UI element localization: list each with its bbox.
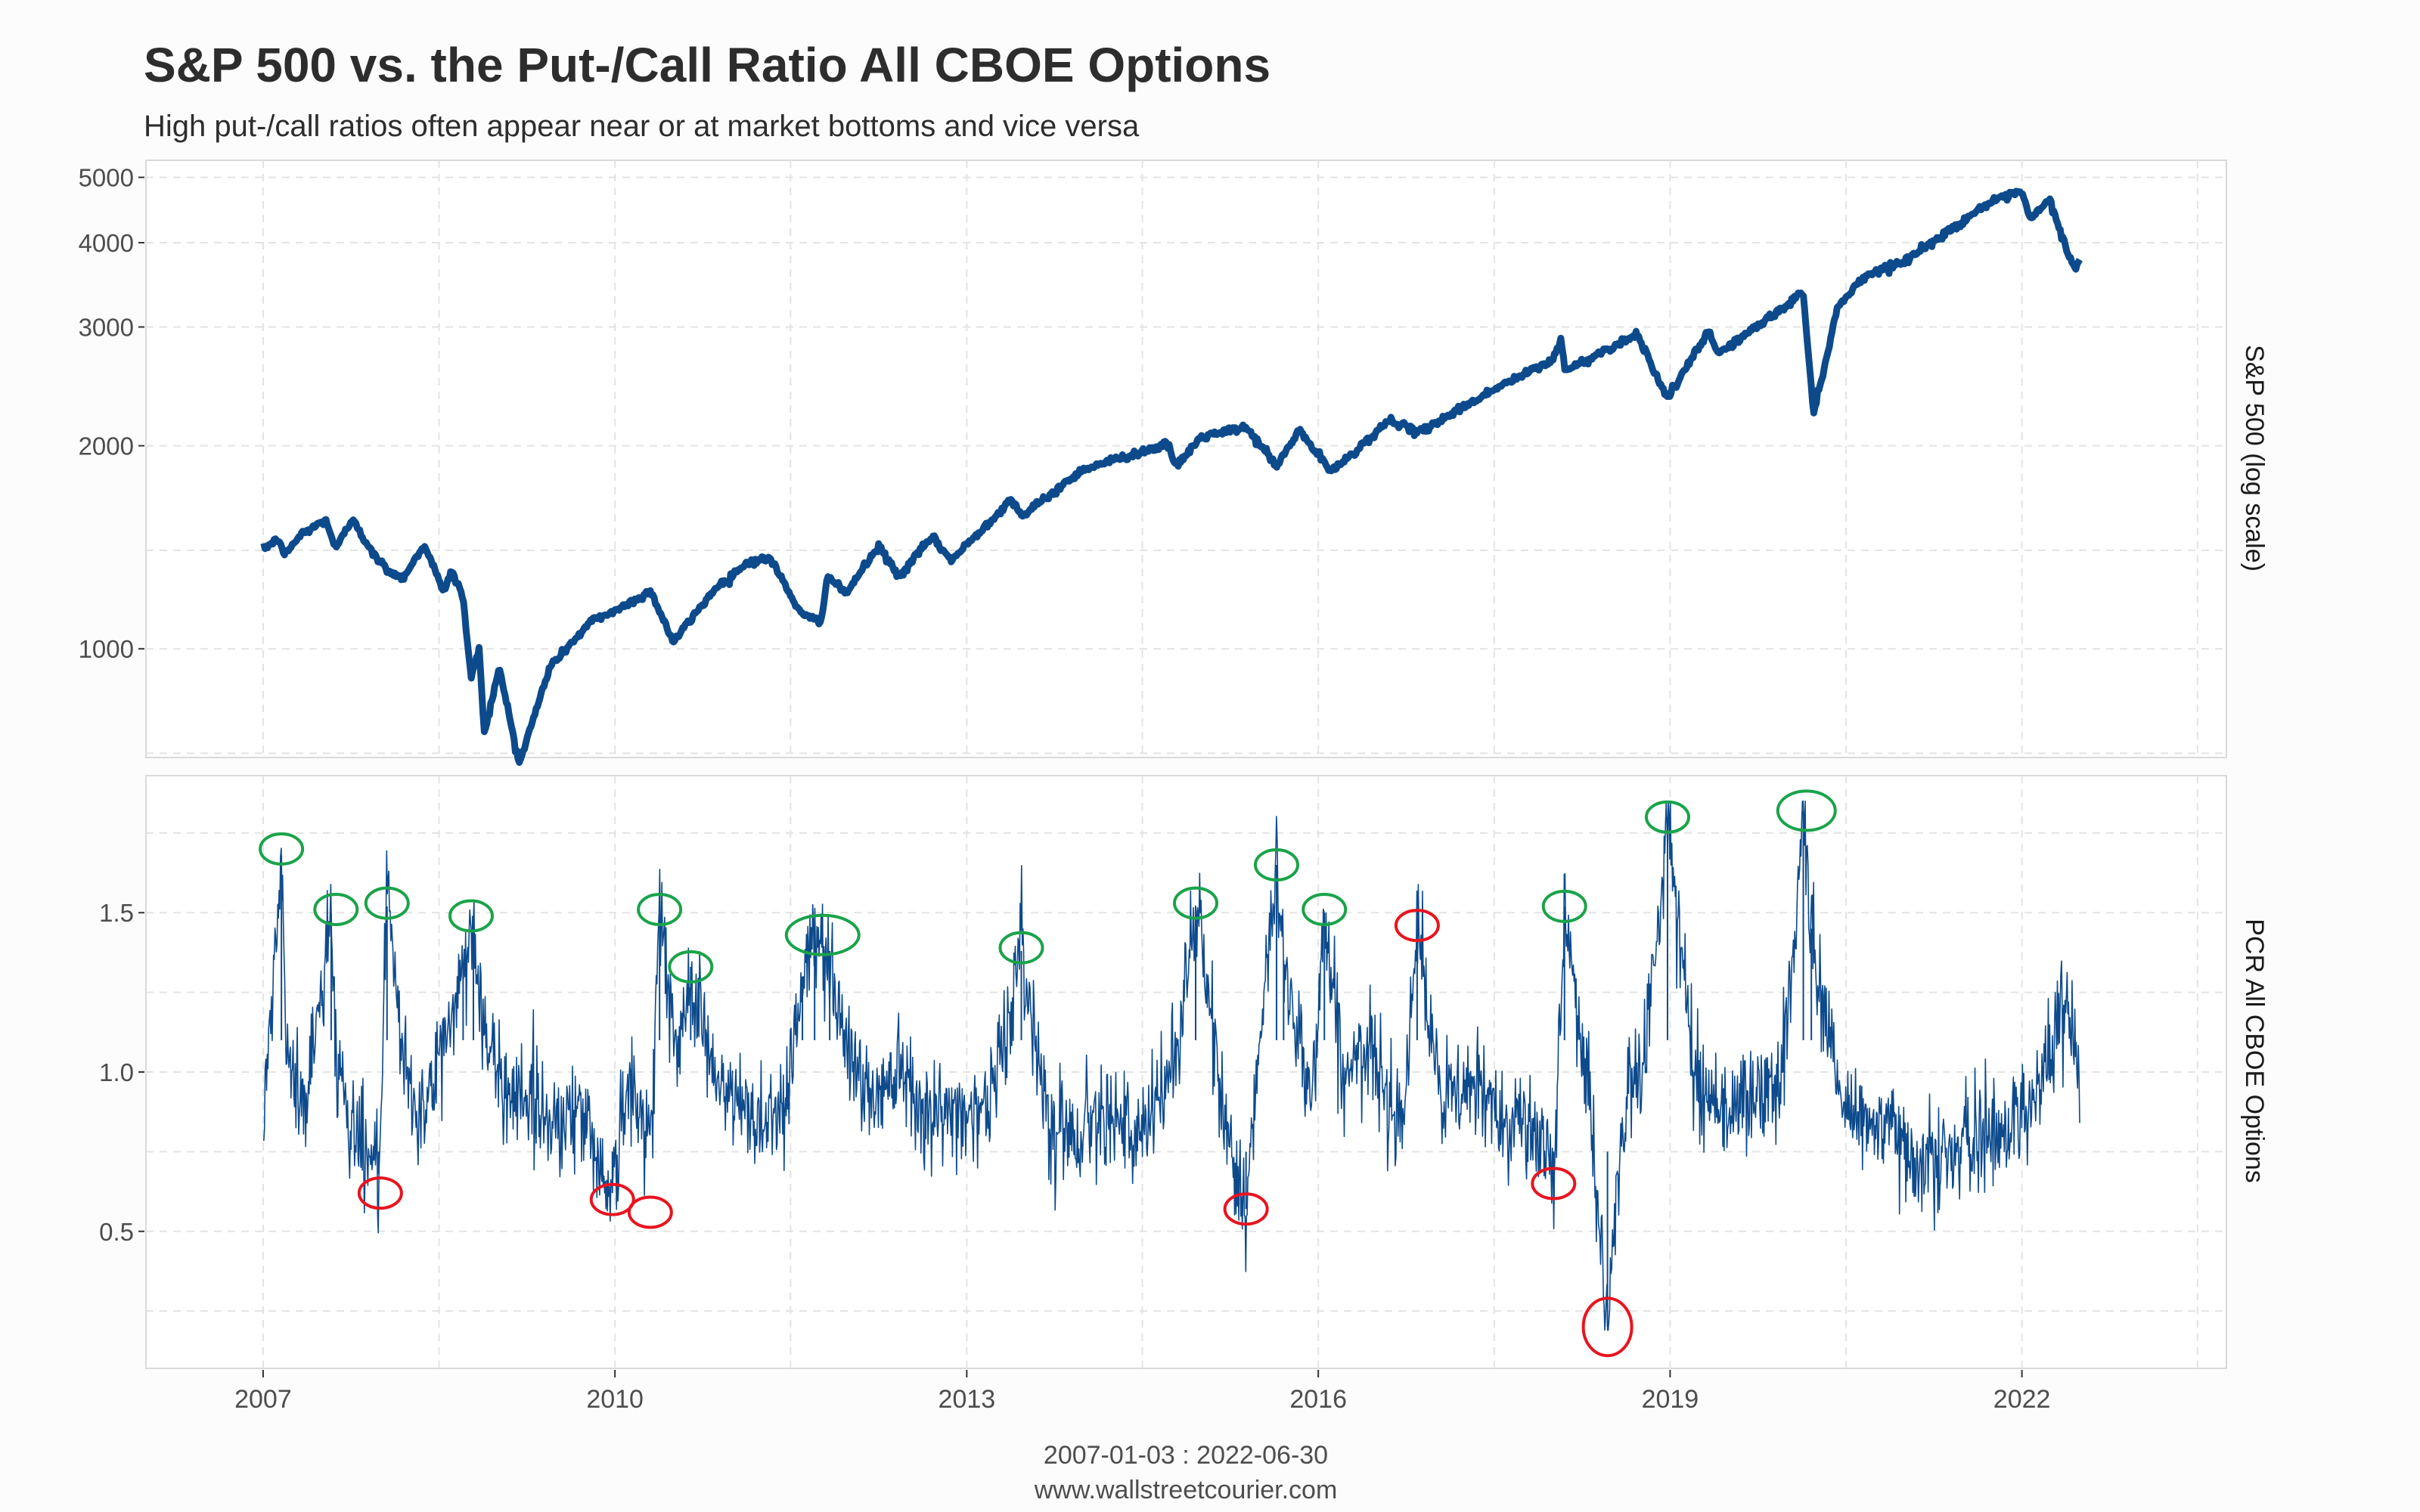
- high-ratio-highlight: [998, 931, 1044, 965]
- x-tick-label: 2022: [1993, 1385, 2051, 1414]
- chart-title: S&P 500 vs. the Put-/Call Ratio All CBOE…: [144, 38, 1270, 92]
- pcr-series-line: [263, 800, 2080, 1331]
- low-ratio-highlight: [589, 1182, 635, 1216]
- low-ratio-highlight: [1223, 1192, 1269, 1226]
- y-tick-label: 3000: [79, 314, 134, 342]
- high-ratio-highlight: [448, 899, 494, 933]
- pcr-panel: 0.5 1.0 1.5: [99, 775, 2227, 1369]
- x-tick-label: 2010: [586, 1385, 644, 1414]
- low-ratio-highlight: [357, 1176, 403, 1210]
- high-ratio-highlight: [668, 950, 714, 984]
- x-tick-label: 2007: [234, 1385, 292, 1414]
- y-tick-label: 1000: [79, 635, 134, 663]
- chart-subtitle: High put-/call ratios often appear near …: [144, 110, 1140, 143]
- strip-label-pcr: PCR All CBOE Options: [2240, 919, 2269, 1183]
- y-tick-label: 4000: [79, 229, 134, 257]
- high-ratio-highlight: [637, 893, 683, 927]
- high-ratio-highlight: [784, 913, 861, 956]
- strip-label-sp500: S&P 500 (log scale): [2240, 345, 2269, 572]
- high-ratio-highlight: [259, 832, 305, 866]
- sp500-panel: 1000 2000 3000 4000 5000: [79, 160, 2227, 766]
- y-tick-label: 2000: [79, 432, 134, 460]
- caption-source: www.wallstreetcourier.com: [1034, 1476, 1338, 1504]
- y-tick-label: 0.5: [99, 1218, 134, 1246]
- y-tick-label: 1.0: [99, 1058, 134, 1086]
- low-ratio-highlight: [627, 1195, 673, 1229]
- low-ratio-highlight: [1394, 909, 1440, 943]
- high-ratio-highlight: [1302, 893, 1348, 927]
- y-tick-label: 5000: [79, 164, 134, 192]
- high-ratio-highlight: [1644, 800, 1690, 834]
- low-ratio-highlight: [1581, 1297, 1634, 1358]
- sp500-series-line: [260, 187, 2083, 766]
- high-ratio-highlight: [1776, 789, 1837, 832]
- x-axis: 2007 2010 2013 2016 2019 2022: [234, 1370, 2050, 1414]
- high-ratio-highlight: [1253, 848, 1299, 882]
- high-ratio-highlight: [313, 893, 359, 927]
- caption-date-range: 2007-01-03 : 2022-06-30: [1044, 1441, 1328, 1470]
- x-tick-label: 2019: [1642, 1385, 1699, 1414]
- low-ratio-highlight: [1531, 1167, 1577, 1201]
- x-tick-label: 2013: [939, 1385, 996, 1414]
- y-tick-label: 1.5: [99, 899, 134, 927]
- high-ratio-highlight: [364, 886, 410, 920]
- high-ratio-highlight: [1173, 886, 1219, 920]
- x-tick-label: 2016: [1289, 1385, 1347, 1414]
- high-ratio-highlight: [1541, 889, 1587, 923]
